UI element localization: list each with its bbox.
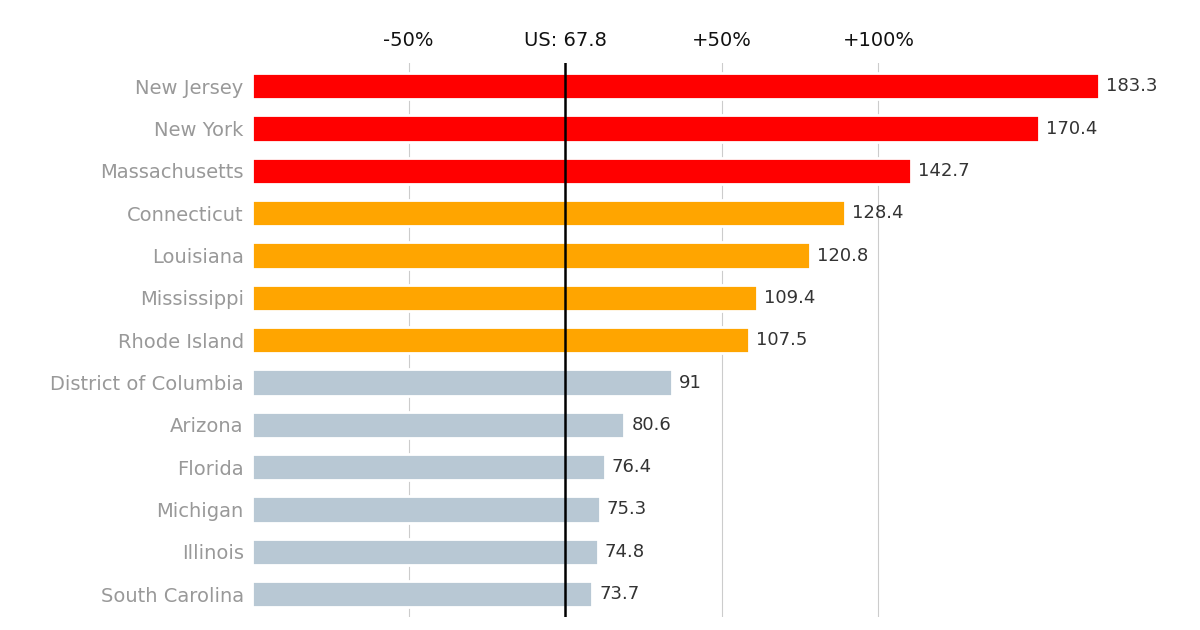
Bar xyxy=(252,454,605,480)
Text: 91: 91 xyxy=(679,374,702,391)
Text: 183.3: 183.3 xyxy=(1105,77,1157,95)
Bar xyxy=(252,327,749,353)
Text: 73.7: 73.7 xyxy=(600,585,640,603)
Text: 128.4: 128.4 xyxy=(852,204,904,222)
Bar xyxy=(252,158,911,184)
Text: 76.4: 76.4 xyxy=(612,458,652,476)
Bar xyxy=(252,200,845,226)
Text: 109.4: 109.4 xyxy=(764,289,816,307)
Bar xyxy=(252,581,593,607)
Bar xyxy=(252,115,1039,142)
Text: 142.7: 142.7 xyxy=(918,162,970,180)
Text: 107.5: 107.5 xyxy=(756,331,806,349)
Bar xyxy=(252,243,810,268)
Bar xyxy=(252,539,598,565)
Text: 170.4: 170.4 xyxy=(1046,120,1098,137)
Bar xyxy=(252,285,757,311)
Text: 74.8: 74.8 xyxy=(605,543,644,561)
Text: 75.3: 75.3 xyxy=(607,500,647,518)
Bar xyxy=(252,369,672,396)
Bar xyxy=(252,73,1099,100)
Text: 80.6: 80.6 xyxy=(631,416,671,434)
Bar xyxy=(252,496,600,523)
Text: 120.8: 120.8 xyxy=(817,246,869,265)
Bar xyxy=(252,412,624,438)
